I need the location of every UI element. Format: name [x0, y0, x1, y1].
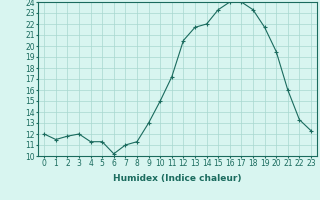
X-axis label: Humidex (Indice chaleur): Humidex (Indice chaleur): [113, 174, 242, 183]
